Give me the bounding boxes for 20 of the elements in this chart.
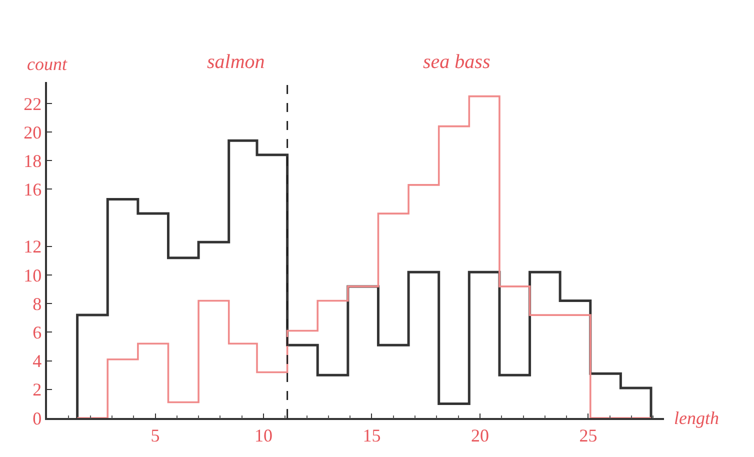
y-tick-label: 18 bbox=[24, 150, 42, 171]
text: sea bass bbox=[423, 51, 490, 73]
y-tick-label: 20 bbox=[24, 122, 42, 142]
y-tick-label: 4 bbox=[32, 351, 42, 372]
y-tick-label: 8 bbox=[32, 294, 42, 314]
y-tick-label: 16 bbox=[24, 180, 42, 200]
y-tick-label: 2 bbox=[32, 380, 42, 400]
x-tick-label: 25 bbox=[579, 425, 598, 446]
y-axis-title: count bbox=[27, 54, 68, 74]
y-tick-label: 12 bbox=[24, 236, 42, 257]
x-tick-label: 15 bbox=[362, 425, 381, 446]
y-tick-label: 0 bbox=[32, 408, 42, 428]
x-tick-label: 20 bbox=[470, 425, 489, 446]
x-tick-label: 5 bbox=[150, 425, 160, 446]
x-tick-label: 10 bbox=[254, 425, 272, 446]
y-tick-label: 22 bbox=[24, 94, 42, 114]
y-tick-label: 6 bbox=[32, 322, 42, 343]
y-tick-label: 10 bbox=[24, 265, 42, 286]
x-axis-title: length bbox=[674, 408, 719, 428]
text: salmon bbox=[207, 51, 265, 73]
